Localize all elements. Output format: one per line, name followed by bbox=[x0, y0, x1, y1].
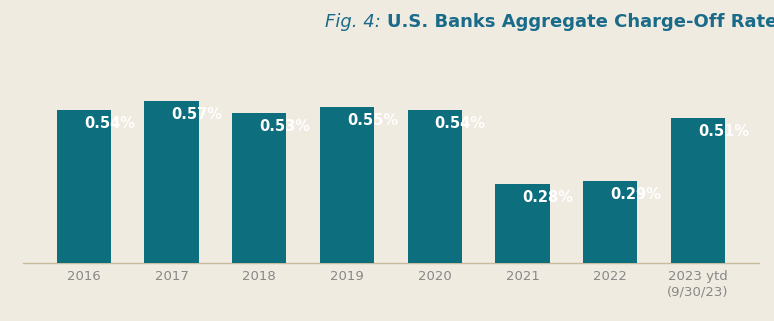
Text: 0.54%: 0.54% bbox=[435, 116, 486, 131]
Text: U.S. Banks Aggregate Charge-Off Rate: U.S. Banks Aggregate Charge-Off Rate bbox=[387, 13, 774, 31]
Bar bbox=[57, 110, 111, 263]
Bar bbox=[320, 107, 374, 263]
Text: 0.51%: 0.51% bbox=[698, 125, 749, 140]
Text: 0.28%: 0.28% bbox=[522, 190, 574, 205]
Text: 0.54%: 0.54% bbox=[84, 116, 135, 131]
Bar bbox=[145, 101, 199, 263]
Text: 0.55%: 0.55% bbox=[347, 113, 398, 128]
Bar bbox=[583, 181, 637, 263]
Bar bbox=[671, 118, 725, 263]
Text: Fig. 4:: Fig. 4: bbox=[325, 13, 387, 31]
Text: 0.53%: 0.53% bbox=[259, 119, 310, 134]
Text: 0.29%: 0.29% bbox=[610, 187, 661, 202]
Text: 0.57%: 0.57% bbox=[172, 108, 223, 122]
Bar bbox=[408, 110, 462, 263]
Bar bbox=[495, 184, 550, 263]
Bar bbox=[232, 113, 286, 263]
